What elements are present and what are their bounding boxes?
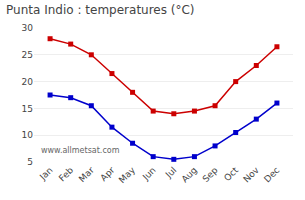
svg-text:Punta Indio : temperatures (°C: Punta Indio : temperatures (°C): [6, 3, 194, 17]
svg-text:Jan: Jan: [37, 165, 55, 183]
svg-text:10: 10: [22, 130, 34, 140]
svg-text:May: May: [117, 165, 138, 186]
svg-text:15: 15: [22, 104, 33, 114]
svg-text:Feb: Feb: [57, 165, 76, 184]
svg-text:5: 5: [27, 157, 33, 167]
svg-text:Nov: Nov: [241, 165, 261, 185]
svg-text:Jun: Jun: [140, 165, 158, 183]
svg-text:25: 25: [22, 50, 33, 60]
svg-text:Mar: Mar: [77, 165, 96, 184]
svg-text:Aug: Aug: [180, 165, 200, 185]
svg-text:20: 20: [22, 77, 34, 87]
svg-text:www.allmetsat.com: www.allmetsat.com: [41, 146, 120, 155]
svg-text:Dec: Dec: [262, 165, 281, 184]
svg-text:30: 30: [22, 23, 34, 33]
svg-text:Apr: Apr: [98, 165, 116, 183]
svg-text:Oct: Oct: [222, 165, 240, 183]
svg-text:Sep: Sep: [201, 165, 220, 184]
svg-text:Jul: Jul: [163, 165, 178, 180]
